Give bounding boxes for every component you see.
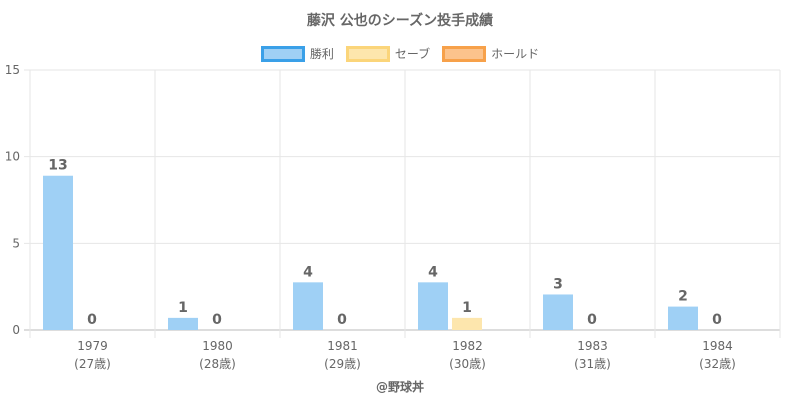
legend-item-wins[interactable]: 勝利 [260, 45, 334, 62]
bar-label-saves: 1 [462, 300, 472, 316]
bar-label-wins: 3 [553, 276, 563, 292]
x-tick-sublabel: (30歳) [449, 357, 486, 371]
legend-swatch-saves [345, 45, 390, 62]
bar-label-saves: 0 [587, 312, 597, 328]
y-tick-label: 5 [12, 236, 20, 250]
chart-legend: 勝利 セーブ ホールド [0, 45, 800, 62]
footer-credit: @野球丼 [375, 380, 424, 394]
x-tick-sublabel: (29歳) [324, 357, 361, 371]
bar-label-saves: 0 [212, 312, 222, 328]
y-tick-label: 15 [5, 63, 20, 77]
bar-wins [168, 317, 198, 330]
bar-wins [293, 282, 323, 330]
bar-label-wins: 2 [678, 289, 688, 305]
chart-title: 藤沢 公也のシーズン投手成績 [306, 13, 494, 29]
y-tick-label: 0 [12, 323, 20, 337]
bar-label-wins: 13 [48, 158, 67, 174]
x-tick-sublabel: (32歳) [699, 357, 736, 371]
y-tick-label: 10 [5, 150, 20, 164]
x-tick-label: 1981 [327, 339, 358, 353]
legend-item-holds[interactable]: ホールド [442, 45, 539, 62]
bar-label-saves: 0 [712, 312, 722, 328]
x-tick-sublabel: (28歳) [199, 357, 236, 371]
x-tick-label: 1984 [702, 339, 733, 353]
legend-swatch-wins [260, 45, 305, 62]
x-tick-label: 1980 [202, 339, 233, 353]
legend-label-holds: ホールド [491, 47, 540, 61]
legend-item-saves[interactable]: セーブ [345, 45, 431, 62]
bar-label-wins: 1 [178, 300, 188, 316]
bar-wins [43, 175, 73, 330]
bar-label-wins: 4 [303, 264, 313, 280]
x-tick-sublabel: (31歳) [574, 357, 611, 371]
bar-wins [418, 282, 448, 330]
x-tick-label: 1983 [577, 339, 608, 353]
x-tick-label: 1982 [452, 339, 483, 353]
bar-label-saves: 0 [87, 312, 97, 328]
bar-label-wins: 4 [428, 264, 438, 280]
bar-wins [543, 294, 573, 330]
x-tick-label: 1979 [77, 339, 108, 353]
bar-saves [452, 317, 482, 330]
legend-label-saves: セーブ [394, 47, 431, 61]
bar-wins [668, 306, 698, 330]
x-tick-sublabel: (27歳) [74, 357, 111, 371]
bar-label-saves: 0 [337, 312, 347, 328]
legend-label-wins: 勝利 [309, 47, 334, 61]
legend-swatch-holds [442, 45, 487, 62]
